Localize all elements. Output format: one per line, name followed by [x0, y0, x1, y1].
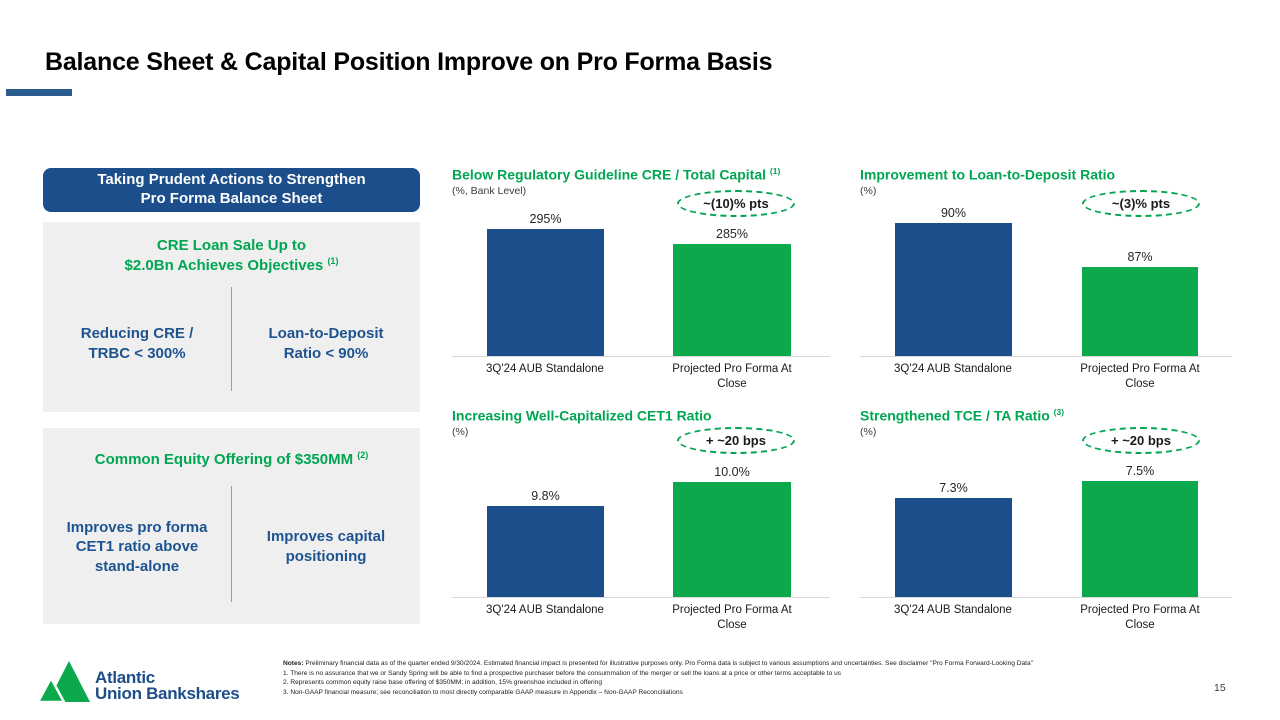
panel-columns: Reducing CRE / TRBC < 300% Loan-to-Depos…: [43, 275, 420, 412]
page-number: 15: [1214, 682, 1226, 694]
left-panel-box-equity-offering: Common Equity Offering of $350MM (2) Imp…: [43, 428, 420, 624]
logo-line1: Atlantic: [95, 668, 155, 687]
chart-subtitle: (%): [452, 426, 469, 438]
bar-group-proforma: 87%: [1082, 250, 1198, 356]
chart-title-text: Strengthened TCE / TA Ratio: [860, 407, 1054, 424]
chart-title: Improvement to Loan-to-Deposit Ratio: [860, 166, 1235, 183]
bar-value-label: 10.0%: [714, 465, 750, 479]
bar-value-label: 7.3%: [939, 481, 968, 495]
delta-badge: ~(3)% pts: [1082, 190, 1200, 217]
chart-subtitle: (%): [860, 185, 877, 197]
bar-value-label: 87%: [1127, 250, 1153, 264]
category-label: Projected Pro Forma At Close: [1080, 363, 1200, 390]
bar-group-standalone: 90%: [895, 206, 1012, 356]
delta-badge: + ~20 bps: [1082, 427, 1200, 454]
footnote-mark: (3): [1053, 407, 1065, 417]
panel-box-title: CRE Loan Sale Up to $2.0Bn Achieves Obje…: [43, 236, 420, 275]
footnote-line: 1. There is no assurance that we or Sand…: [283, 669, 842, 677]
bar-proforma: [673, 482, 791, 597]
notes-block: Notes: Preliminary financial data as of …: [283, 659, 1163, 697]
vertical-divider: [231, 286, 232, 391]
bar-standalone: [895, 223, 1012, 356]
delta-badge-text: ~(10)% pts: [703, 196, 769, 211]
category-label: 3Q'24 AUB Standalone: [894, 604, 1012, 616]
bar-proforma: [673, 244, 791, 356]
title-accent-bar: [6, 89, 72, 96]
panel-col-right: Loan-to-Deposit Ratio < 90%: [268, 325, 384, 362]
vertical-divider: [231, 485, 232, 602]
chart-title-text: Below Regulatory Guideline CRE / Total C…: [452, 166, 770, 183]
bar-value-label: 7.5%: [1125, 464, 1155, 478]
logo-line2: Union Bankshares: [95, 684, 240, 703]
page-title: Balance Sheet & Capital Position Improve…: [45, 48, 773, 76]
plot-area: 9.8% 10.0%: [452, 443, 830, 598]
notes-label: Notes:: [283, 660, 304, 667]
delta-badge: + ~20 bps: [677, 427, 795, 454]
category-label: Projected Pro Forma At Close: [672, 604, 792, 631]
mountain-logo-icon: [38, 661, 90, 702]
panel-col-right: Improves capital positioning: [266, 528, 386, 565]
footnote-mark: (1): [769, 166, 781, 176]
panel-col-left: Improves pro forma CET1 ratio above stan…: [66, 518, 208, 575]
chart-tce-ta-ratio: Strengthened TCE / TA Ratio (3) (%) + ~2…: [860, 407, 1235, 647]
footnote-mark: (2): [357, 450, 369, 460]
notes-text: Preliminary financial data as of the qua…: [303, 660, 1034, 667]
panel-box-title: Common Equity Offering of $350MM (2): [43, 450, 420, 470]
plot-area: 90% 87%: [860, 202, 1232, 357]
chart-subtitle: (%, Bank Level): [452, 185, 527, 197]
bar-value-label: 285%: [716, 227, 748, 241]
left-panel-header: Taking Prudent Actions to Strengthen Pro…: [43, 168, 420, 212]
bar-value-label: 9.8%: [531, 489, 560, 503]
delta-badge-text: + ~20 bps: [1111, 433, 1171, 448]
bar-group-standalone: 295%: [487, 212, 604, 356]
delta-badge-text: ~(3)% pts: [1111, 196, 1171, 211]
bar-proforma: [1082, 481, 1198, 597]
category-label: Projected Pro Forma At Close: [1080, 604, 1200, 631]
chart-title-text: Increasing Well-Capitalized CET1 Ratio: [452, 407, 712, 424]
chart-cre-total-capital: Below Regulatory Guideline CRE / Total C…: [452, 166, 832, 406]
notes-line: Notes: Preliminary financial data as of …: [283, 659, 1163, 669]
bar-value-label: 295%: [529, 212, 562, 226]
bar-standalone: [487, 229, 604, 356]
left-panel-box-cre-loan-sale: CRE Loan Sale Up to $2.0Bn Achieves Obje…: [43, 222, 420, 412]
logo-wordmark: Atlantic Union Bankshares: [95, 668, 240, 703]
footnote-line: 3. Non-GAAP financial measure; see recon…: [283, 688, 683, 696]
bar-standalone: [487, 506, 604, 597]
chart-title-text: Improvement to Loan-to-Deposit Ratio: [860, 166, 1116, 183]
plot-area: 7.3% 7.5%: [860, 443, 1232, 598]
chart-title: Below Regulatory Guideline CRE / Total C…: [452, 166, 832, 183]
bar-group-proforma: 10.0%: [673, 465, 791, 597]
bar-proforma: [1082, 267, 1198, 356]
chart-title: Strengthened TCE / TA Ratio (3): [860, 407, 1235, 424]
panel-col-left: Reducing CRE / TRBC < 300%: [80, 325, 194, 362]
chart-subtitle: (%): [860, 426, 877, 438]
panel-columns: Improves pro forma CET1 ratio above stan…: [43, 470, 420, 625]
bar-standalone: [895, 498, 1012, 597]
panel-box-title-text: CRE Loan Sale Up to $2.0Bn Achieves Obje…: [124, 237, 324, 274]
plot-area: 295% 285%: [452, 202, 830, 357]
category-label: 3Q'24 AUB Standalone: [894, 363, 1012, 375]
footnote-line: 2. Represents common equity raise base o…: [283, 679, 603, 687]
panel-box-title-text: Common Equity Offering of $350MM: [94, 451, 358, 468]
company-logo: Atlantic Union Bankshares: [38, 658, 240, 703]
category-label: 3Q'24 AUB Standalone: [486, 604, 604, 616]
bar-group-proforma: 285%: [673, 227, 791, 356]
delta-badge-text: + ~20 bps: [706, 433, 766, 448]
chart-cet1-ratio: Increasing Well-Capitalized CET1 Ratio (…: [452, 407, 832, 647]
delta-badge: ~(10)% pts: [677, 190, 795, 217]
footnote-mark: (1): [327, 255, 339, 266]
chart-loan-to-deposit: Improvement to Loan-to-Deposit Ratio (%)…: [860, 166, 1235, 406]
bar-group-standalone: 9.8%: [487, 489, 604, 597]
category-label: Projected Pro Forma At Close: [672, 363, 792, 390]
category-label: 3Q'24 AUB Standalone: [486, 363, 604, 375]
bar-value-label: 90%: [940, 206, 967, 220]
bar-group-standalone: 7.3%: [895, 481, 1012, 597]
chart-title: Increasing Well-Capitalized CET1 Ratio: [452, 407, 832, 424]
bar-group-proforma: 7.5%: [1082, 464, 1198, 597]
